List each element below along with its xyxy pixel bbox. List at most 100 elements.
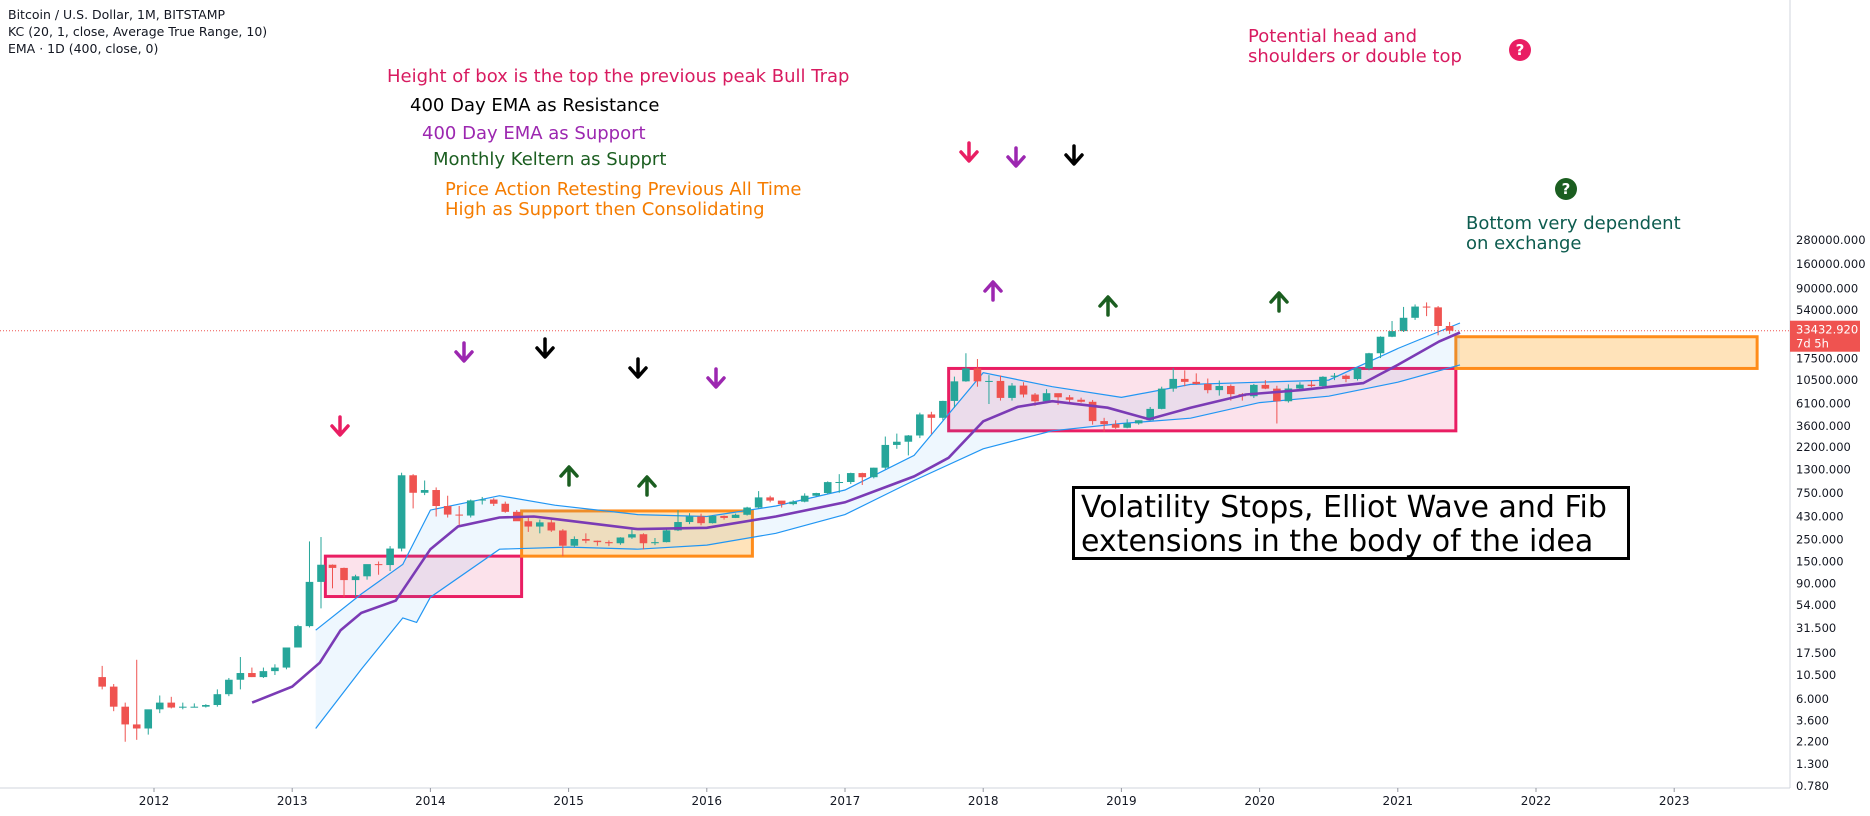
- candle-body: [893, 441, 901, 445]
- candle-body: [420, 490, 429, 493]
- candle-body: [1019, 385, 1028, 395]
- candle-body: [524, 521, 533, 527]
- x-tick-label: 2012: [139, 794, 170, 808]
- y-tick-label: 31.500: [1796, 621, 1836, 635]
- question-pink-icon: [1509, 39, 1531, 61]
- candle-body: [1250, 384, 1258, 397]
- arrow-up-icon: [637, 475, 657, 497]
- y-tick-label: 90.000: [1796, 576, 1836, 590]
- ema-400d: [251, 331, 1461, 704]
- candle-body: [1111, 424, 1120, 428]
- ema-line: [251, 331, 1461, 704]
- candle-body: [1411, 306, 1419, 318]
- annotation-bottom-line2: on exchange: [1466, 233, 1582, 254]
- candle-body: [1422, 306, 1431, 308]
- arrow-up-icon: [1098, 295, 1118, 317]
- candle-body: [305, 581, 314, 627]
- candle-body: [593, 540, 602, 543]
- y-tick-label: 280000.000: [1796, 233, 1866, 247]
- candle-body: [1319, 376, 1327, 387]
- last-price-tag: [1790, 320, 1860, 352]
- keltner-upper: [315, 322, 1461, 631]
- candle-body: [225, 679, 233, 695]
- candle-body: [1388, 331, 1396, 337]
- y-tick-label: 6.000: [1796, 692, 1829, 706]
- candle-body: [1376, 336, 1385, 354]
- candle-body: [271, 667, 279, 672]
- candle-body: [121, 706, 130, 725]
- candle-body: [1273, 388, 1281, 402]
- candle-body: [674, 522, 682, 531]
- keltner-channel: [315, 322, 1461, 729]
- y-tick-label: 10.500: [1796, 668, 1836, 682]
- arrow-down-icon: [1064, 144, 1084, 166]
- candle-body: [823, 482, 832, 494]
- annotation-boxes: [323, 335, 1759, 599]
- arrow-down-icon: [959, 141, 979, 163]
- candle-body: [501, 503, 510, 512]
- candle-body: [605, 542, 613, 544]
- x-tick-label: 2014: [415, 794, 446, 808]
- box-4: [1454, 335, 1759, 370]
- candle-body: [167, 702, 176, 708]
- annotation-keltner-support: Monthly Keltern as Supprt: [433, 149, 667, 170]
- candle-body: [1180, 378, 1189, 382]
- candle-body: [1146, 408, 1154, 421]
- arrow-down-icon: [706, 367, 726, 389]
- candle-body: [1157, 388, 1166, 409]
- candle-body: [950, 381, 959, 401]
- candle-body: [720, 515, 728, 518]
- legend-symbol[interactable]: Bitcoin / U.S. Dollar, 1M, BITSTAMP: [8, 7, 226, 22]
- annotation-bottom-line1: Bottom very dependent: [1466, 213, 1681, 234]
- candle-body: [547, 522, 556, 531]
- candle-body: [328, 564, 337, 568]
- y-tick-label: 430.000: [1796, 510, 1844, 524]
- candle-body: [1077, 399, 1085, 402]
- candle-body: [455, 514, 463, 516]
- legend-kc[interactable]: KC (20, 1, close, Average True Range, 10…: [8, 24, 268, 39]
- x-tick-label: 2016: [692, 794, 723, 808]
- candle-body: [789, 501, 797, 505]
- candle-body: [743, 507, 751, 515]
- candle-body: [478, 499, 487, 501]
- candle-body: [190, 706, 199, 708]
- candle-body: [1100, 421, 1108, 425]
- candle-body: [178, 706, 187, 708]
- note-line2: extensions in the body of the idea: [1081, 524, 1594, 559]
- x-tick-label: 2019: [1106, 794, 1137, 808]
- arrow-down-icon: [330, 415, 350, 437]
- annotation-ema-support: 400 Day EMA as Support: [422, 123, 646, 144]
- candle-body: [1261, 384, 1270, 389]
- candle-body: [536, 522, 544, 527]
- question-green-icon-text: ?: [1562, 180, 1571, 198]
- candle-body: [858, 473, 867, 478]
- arrow-down-icon: [454, 341, 474, 363]
- candle-body: [985, 380, 993, 382]
- candle-body: [766, 497, 774, 501]
- candle-body: [374, 564, 383, 566]
- y-tick-label: 17500.000: [1796, 351, 1858, 365]
- annotation-hs-line1: Potential head and: [1248, 26, 1418, 47]
- candle-body: [282, 647, 291, 668]
- candle-body: [397, 475, 406, 549]
- candle-body: [409, 475, 417, 493]
- question-pink-icon-text: ?: [1516, 41, 1525, 59]
- candle-body: [1054, 393, 1062, 398]
- candle-body: [213, 694, 222, 706]
- arrow-up-icon: [983, 280, 1003, 302]
- y-tick-label: 3600.000: [1796, 419, 1851, 433]
- candle-body: [559, 530, 567, 546]
- y-tick-label: 750.000: [1796, 486, 1844, 500]
- candle-body: [259, 671, 268, 678]
- candle-body: [202, 705, 210, 707]
- candle-body: [754, 497, 763, 508]
- candle-body: [1284, 388, 1293, 402]
- legend-ema[interactable]: EMA · 1D (400, close, 0): [8, 41, 159, 56]
- candle-body: [939, 400, 947, 418]
- y-tick-label: 17.500: [1796, 646, 1836, 660]
- candle-body: [685, 516, 694, 523]
- annotation-retest-line2: High as Support then Consolidating: [445, 199, 765, 220]
- candles: [98, 302, 1454, 742]
- candle-body: [1134, 420, 1143, 424]
